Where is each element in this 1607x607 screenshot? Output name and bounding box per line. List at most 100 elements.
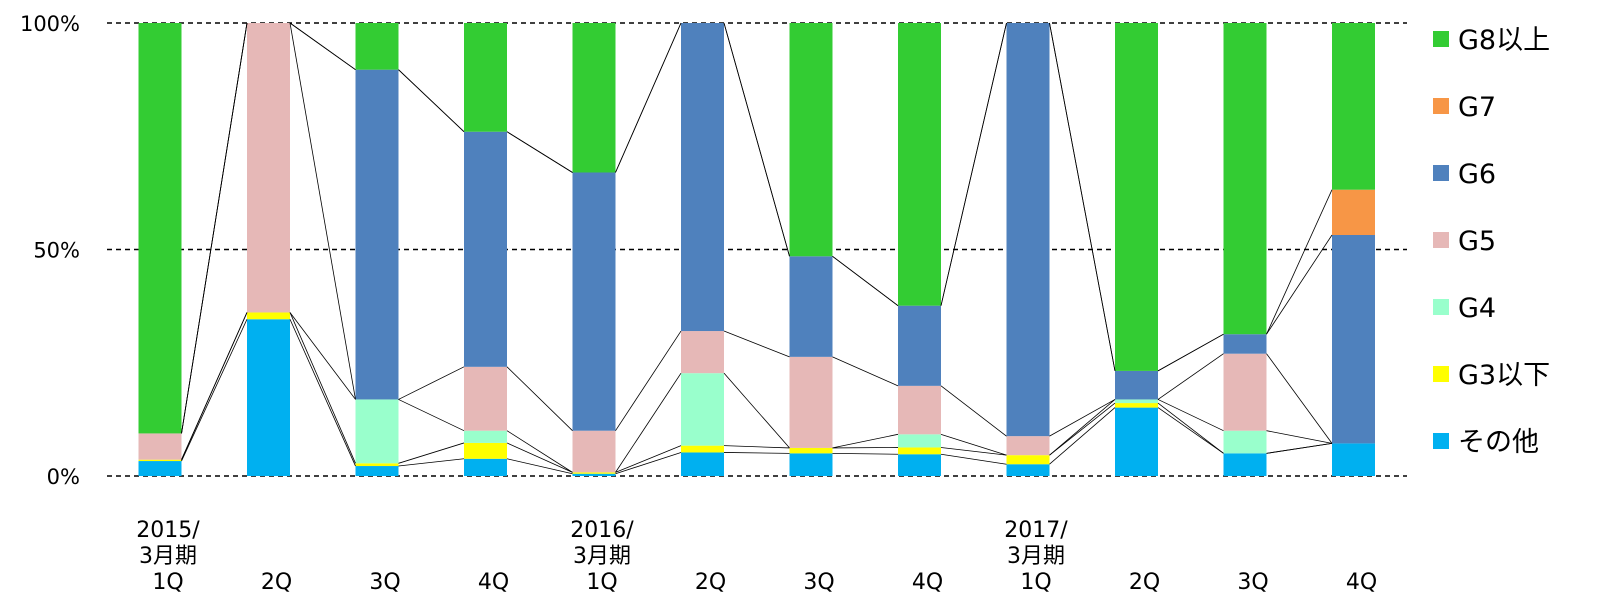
bar-segment (138, 461, 182, 476)
bar-segment (1332, 235, 1375, 444)
bar-segment (898, 447, 941, 455)
bar-segment (1115, 399, 1158, 404)
series-line (832, 452, 899, 455)
bar-segment (789, 453, 833, 476)
x-tick-label: 2Q (1129, 570, 1160, 595)
series-line (1266, 189, 1333, 335)
bar-segment (464, 430, 507, 443)
series-line (1266, 234, 1333, 335)
legend-swatch (1433, 433, 1449, 449)
series-line (289, 22, 356, 400)
legend-label: G4 (1458, 293, 1496, 324)
y-tick-label: 100% (20, 12, 80, 36)
x-tick-label: 1Q (586, 570, 617, 595)
series-line (506, 430, 573, 473)
x-tick-label: 3月期 (1007, 544, 1065, 569)
bar-segment (355, 463, 399, 467)
legend-swatch (1433, 98, 1449, 114)
bar-segment (789, 447, 833, 454)
series-line (1266, 442, 1333, 454)
bar-segment (355, 399, 399, 464)
series-line (398, 458, 465, 467)
series-line (832, 433, 899, 449)
series-line (289, 312, 356, 464)
bar-segment (1006, 23, 1050, 437)
series-line (1049, 399, 1116, 456)
bar-segment (1115, 370, 1158, 400)
y-tick-label: 0% (47, 465, 80, 489)
legend-swatch (1433, 232, 1449, 248)
bar-segment (138, 23, 182, 434)
series-line (181, 312, 248, 460)
x-tick-label: 2Q (261, 570, 292, 595)
series-line (615, 330, 682, 431)
y-axis: 0% 50% 100% (20, 12, 80, 489)
series-line (940, 433, 1007, 456)
series-line (832, 356, 899, 387)
series-line (289, 22, 356, 70)
bar-segment (898, 454, 941, 476)
bars (138, 23, 1375, 476)
legend-label: G7 (1458, 92, 1496, 123)
x-tick-label: 3Q (1237, 570, 1268, 595)
series-line (615, 372, 682, 473)
legend-label: その他 (1458, 427, 1539, 458)
bar-segment (355, 466, 399, 476)
x-tick-label: 3月期 (139, 544, 197, 569)
bar-segment (355, 23, 399, 70)
series-line (181, 22, 248, 434)
series-line (832, 255, 899, 306)
series-line (181, 319, 248, 462)
x-tick-label: 3月期 (573, 544, 631, 569)
series-line (723, 372, 790, 449)
x-tick-label: 4Q (912, 570, 943, 595)
x-tick-label: 1Q (152, 570, 183, 595)
series-line (1157, 353, 1224, 400)
series-line (506, 366, 573, 431)
bar-segment (1223, 430, 1267, 454)
bar-segment (789, 256, 833, 357)
legend-label: G3以下 (1458, 360, 1550, 391)
series-line (398, 399, 465, 432)
series-line (940, 447, 1007, 456)
x-tick-label: 4Q (1346, 570, 1377, 595)
gridlines (107, 22, 1407, 477)
series-line (940, 22, 1007, 306)
series-line (1157, 399, 1224, 432)
bar-segment (898, 434, 941, 448)
series-line (1049, 402, 1116, 456)
bar-segment (1115, 23, 1158, 371)
bar-segment (138, 459, 182, 462)
legend-label: G5 (1458, 226, 1496, 257)
bar-segment (464, 131, 507, 367)
bar-segment (464, 442, 507, 459)
x-tick-label: 2015/ (136, 518, 200, 543)
series-line (398, 366, 465, 400)
bar-segment (572, 473, 616, 476)
series-line (723, 445, 790, 449)
bar-segment (681, 452, 724, 476)
bar-segment (1223, 353, 1267, 431)
x-tick-label: 3Q (369, 570, 400, 595)
series-line (506, 442, 573, 473)
bar-segment (572, 23, 616, 173)
series-line (940, 453, 1007, 465)
legend-swatch (1433, 31, 1449, 47)
bar-segment (898, 305, 941, 386)
bar-segment (681, 373, 724, 446)
legend-swatch (1433, 366, 1449, 382)
legend-swatch (1433, 299, 1449, 315)
x-tick-label: 2016/ (570, 518, 634, 543)
x-tick-label: 2017/ (1004, 518, 1068, 543)
series-line (1157, 402, 1224, 454)
x-tick-label: 1Q (1020, 570, 1051, 595)
bar-segment (138, 433, 182, 460)
bar-segment (789, 23, 833, 257)
series-line (1049, 407, 1116, 465)
bar-segment (572, 172, 616, 431)
bar-segment (1223, 23, 1267, 335)
legend-label: G6 (1458, 159, 1496, 190)
